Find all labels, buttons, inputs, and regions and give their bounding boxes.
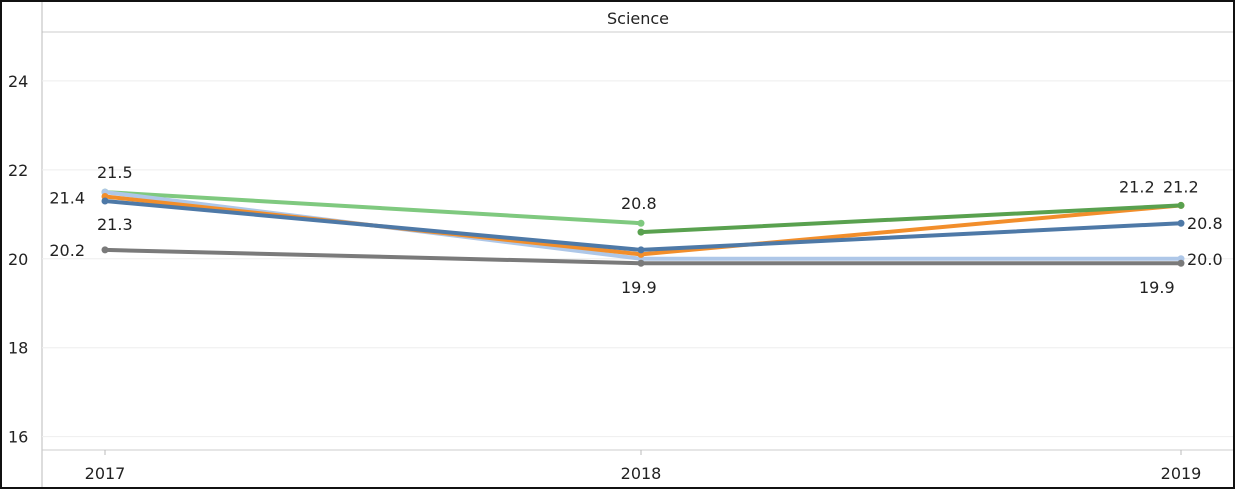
data-label-2019-8: 21.2 [1163,177,1199,196]
data-point-1-2018 [637,219,645,227]
y-tick-labels: 16 18 20 22 24 [8,72,28,447]
data-label-2017-4: 20.2 [49,241,85,260]
data-label-2019-10: 20.0 [1187,250,1223,269]
data-label-2019-7: 21.2 [1119,177,1155,196]
data-point-5-2018 [637,228,645,236]
y-tick-label-24: 24 [8,72,28,91]
x-tick-labels: 2017 2018 2019 [85,450,1202,483]
data-label-2018-5: 20.8 [621,194,657,213]
data-point-4-2018 [637,246,645,254]
x-tick-label-2018: 2018 [621,464,662,483]
data-point-6-2017 [101,246,109,254]
x-tick-label-2017: 2017 [85,464,126,483]
y-tick-label-20: 20 [8,250,28,269]
data-label-2017-3: 21.3 [97,215,133,234]
y-tick-label-22: 22 [8,161,28,180]
data-point-6-2018 [637,259,645,267]
data-point-5-2019 [1177,201,1185,209]
y-tick-label-18: 18 [8,339,28,358]
data-labels: 21.5 21.4 21.3 20.2 20.8 19.9 21.2 21.2 20.8 20.0… [49,163,1222,297]
x-tick-label-2019: 2019 [1161,464,1202,483]
data-point-4-2017 [101,197,109,205]
y-tick-label-16: 16 [8,428,28,447]
chart-title: Science [607,9,669,28]
data-label-2019-9: 20.8 [1187,214,1223,233]
data-label-2017-2: 21.4 [49,189,85,208]
data-label-2017-1: 21.5 [97,163,133,182]
data-label-2019-11: 19.9 [1139,278,1175,297]
series-line-5 [639,203,1183,235]
data-label-2018-6: 19.9 [621,278,657,297]
series-line-1 [103,190,643,226]
series-lines [101,188,1185,267]
data-point-4-2019 [1177,219,1185,227]
data-point-6-2019 [1177,259,1185,267]
